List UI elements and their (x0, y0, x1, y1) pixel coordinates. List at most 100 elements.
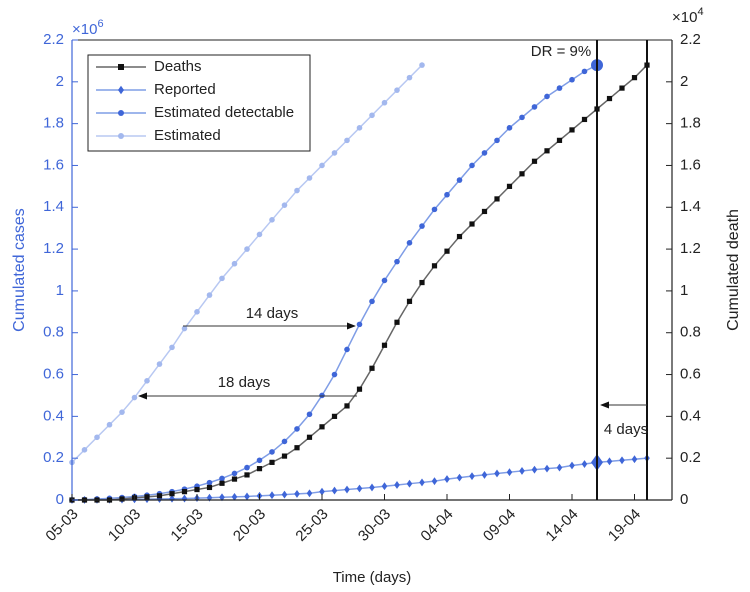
point (381, 342, 388, 348)
point (556, 85, 563, 91)
point (206, 292, 213, 298)
y-tick-label: 1 (56, 282, 64, 299)
point (494, 196, 500, 202)
point (619, 456, 625, 465)
point (569, 76, 575, 83)
point (631, 75, 638, 81)
point (394, 258, 400, 265)
point (356, 125, 363, 131)
exponent-power: 6 (97, 18, 103, 30)
y2-axis-label: Cumulated death (725, 209, 742, 331)
exponent-base: ×10 (672, 9, 697, 26)
y2-tick-label: 1.6 (680, 156, 701, 173)
y-tick-label: 0 (56, 491, 64, 508)
point (344, 137, 350, 144)
point (118, 85, 124, 95)
point (544, 464, 550, 473)
point (118, 110, 124, 116)
point (269, 459, 275, 465)
x-tick-label: 20-03 (230, 506, 269, 545)
point (281, 202, 288, 208)
point (119, 496, 125, 502)
point (506, 468, 513, 477)
point (344, 485, 350, 494)
point (256, 466, 263, 472)
point (531, 158, 538, 164)
x-tick-label: 10-03 (105, 506, 144, 545)
point (169, 344, 175, 351)
point (519, 171, 525, 177)
y-tick-label: 0.4 (43, 407, 64, 424)
point (206, 479, 213, 486)
point (431, 263, 438, 269)
point (118, 133, 124, 139)
point (269, 491, 275, 500)
point (394, 319, 400, 325)
y-tick-label: 1.6 (43, 156, 64, 173)
y2-tick-label: 0.2 (680, 449, 701, 466)
point (406, 74, 413, 81)
point (231, 476, 238, 482)
point (231, 260, 238, 267)
y2-tick-label: 0.4 (680, 407, 701, 424)
point (606, 457, 613, 466)
point (269, 217, 275, 223)
y2-tick-label: 1 (680, 282, 688, 299)
point (456, 177, 463, 183)
point (169, 491, 175, 497)
point (156, 495, 163, 503)
legend-label: Deaths (154, 58, 202, 75)
point (469, 221, 475, 227)
x-tick-label: 04-04 (417, 506, 456, 545)
legend-label: Reported (154, 81, 216, 98)
point (244, 492, 250, 501)
y2-tick-label: 0.8 (680, 324, 701, 341)
point (231, 492, 238, 501)
point (506, 183, 513, 189)
x-tick-label: 09-04 (480, 506, 519, 545)
point (294, 445, 300, 451)
point (356, 484, 363, 493)
exponent-power: 4 (697, 6, 703, 18)
point (506, 125, 513, 131)
y2-exponent: ×104 (672, 6, 704, 26)
point (419, 62, 425, 68)
point (169, 494, 175, 503)
point (544, 148, 550, 154)
point (306, 489, 313, 498)
point (431, 477, 438, 486)
point (344, 403, 350, 409)
point (219, 475, 225, 482)
point (244, 464, 250, 471)
point (156, 493, 163, 499)
point (281, 438, 288, 445)
y2-tick-label: 0 (680, 491, 688, 508)
point (319, 162, 325, 169)
point (269, 449, 275, 455)
point (581, 68, 588, 75)
point (331, 486, 338, 495)
point (344, 346, 350, 353)
point (456, 473, 463, 482)
point (481, 150, 488, 156)
y2-tick-label: 2 (680, 73, 688, 90)
point (331, 150, 338, 156)
y2-tick-label: 1.4 (680, 198, 701, 215)
point (369, 483, 375, 492)
point (306, 411, 313, 418)
legend-box (87, 54, 311, 152)
point (394, 87, 400, 93)
point (81, 447, 88, 453)
point (419, 279, 425, 286)
legend: Deaths Reported Estimated detectable Estima… (87, 54, 311, 152)
point (569, 127, 575, 133)
y-tick-label: 1.2 (43, 240, 64, 257)
x-axis-label: Time (days) (333, 569, 412, 586)
y-tick-label: 1.4 (43, 198, 64, 215)
point (144, 494, 150, 500)
annotation: 14 days (246, 305, 299, 322)
point (569, 461, 575, 470)
point (294, 426, 300, 432)
point (181, 494, 188, 503)
